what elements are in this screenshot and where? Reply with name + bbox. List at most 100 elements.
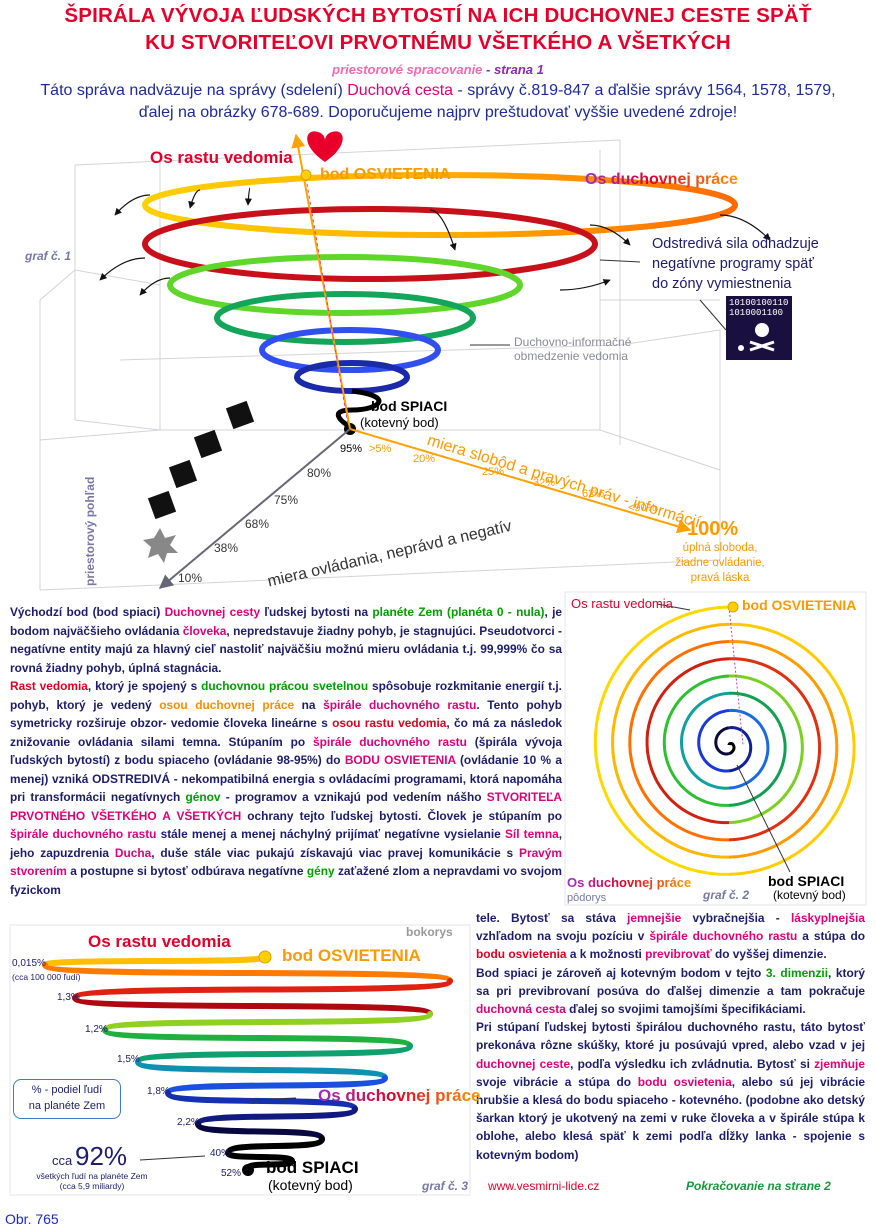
text-run: na [294,697,324,712]
text-run: vybračnejšia - [681,911,791,925]
legend-box: % - podiel ľudí na planéte Zem [13,1079,121,1119]
helix-segment [165,1075,388,1096]
axis-label: Os rastu vedomia [150,148,293,167]
text-run: , je bodom najväčšieho ovládania [10,605,562,638]
view-label: bokorys [406,925,453,939]
text-run: . Tento pohyb symetricky rozširuje obzor… [10,697,563,731]
program-icon [193,429,223,459]
spiral-ring [259,327,441,373]
spiral-turn [679,691,730,790]
note-line: negatívne programy späť [652,256,814,272]
starburst [143,528,178,563]
binary: 10100100110 1010001100 [729,298,788,318]
pointer-line [249,1097,297,1101]
text-run: duchovnej ceste [476,1056,571,1071]
helix-segment [42,962,453,984]
text-run: Pravým stvorením [10,845,562,879]
share-label: 2,2% [177,1117,200,1128]
enlightenment-point [258,950,272,964]
share-note: (cca 100 000 ľudí) [12,972,81,982]
spiral-turn [645,657,730,825]
text-run: osou rastu vedomia [332,716,447,730]
spiral-turn [727,742,736,756]
legend-line: % - podiel ľudí [31,1084,103,1096]
axis-label: Os rastu vedomia [571,596,673,611]
text-run: , ktorý sa pri previbrovaní posúva do ďa… [476,965,865,998]
tick-label: 80% [307,466,332,480]
force-arrow [99,257,146,281]
helix-segment [102,1011,433,1033]
text-run: tele. Bytosť sa stáva [476,911,628,925]
enlightenment-point [300,169,312,181]
point-label: bod OSVIETENIA [320,166,451,183]
box-edge [39,269,76,301]
text-run: duchovná cesta [476,1002,566,1017]
url: www.vesmirni-lide.cz [488,1179,600,1193]
pointer-line [139,1155,206,1161]
tick-label: 68% [245,517,270,531]
frame [564,591,867,906]
force-arrow [114,194,151,216]
text-run: - správy č.819-847 a ďalšie správy 1564,… [453,82,836,99]
axis [158,428,351,589]
tick-label: 25% [482,466,505,478]
center-line [728,606,744,746]
subtitle-page: - strana 1 [486,62,544,77]
total-label: 92% [75,1141,128,1171]
approx-label: cca [52,1153,73,1168]
helix-segment [135,1059,388,1081]
helix-segment [42,954,268,968]
axis-label: Os rastu vedomia [88,932,231,951]
paragraph: Pri stúpaní ľudskej bytosti špirálou duc… [476,1018,865,1164]
text-run: zaťažené zlom a nepravdami vo svojom fyz… [10,864,562,897]
spiral-turn [728,640,839,859]
tick-label: >5% [369,443,392,455]
share-label: 52% [221,1168,242,1179]
text-run: Táto správa nadväzuje na správy (sdelení… [40,82,348,99]
tick-label: 20% [413,453,436,465]
text-run: bodu osvietenia [637,1074,732,1089]
crossbones [749,340,775,352]
body-left: Východzí bod (bod spiaci) Duchovnej cest… [10,603,562,899]
helix-segment [102,1027,413,1049]
paragraph: Východzí bod (bod spiaci) Duchovnej cest… [10,603,562,677]
spiral-ring [142,206,598,282]
spiral-turn [714,726,730,756]
text-run: do vyššej dimenzie. [711,947,827,962]
share-label: 1,3% [57,992,80,1003]
sleeping-point [242,1164,254,1176]
point-label: bod OSVIETENIA [742,597,857,613]
text-run: bodu osvietenia [476,947,567,962]
text-run: Duchovnej cesty [164,605,261,619]
note: úplná sloboda, žiadne ovládanie, pravá l… [660,541,780,586]
text-run: , čo má za následok znižovanie ovládania… [10,716,562,749]
spiral-turn [611,622,730,859]
paragraph: tele. Bytosť sa stáva jemnejšie vybračne… [476,909,865,964]
force-arrow [188,189,201,209]
force-arrow [559,279,611,291]
note-line: obmedzenie vedomia [514,348,629,363]
text-run: ľudskej bytosti na [260,605,373,619]
tick-label: 32% [533,477,556,489]
share-label: 40% [210,1148,231,1159]
graph-label: graf č. 2 [703,888,750,902]
note-line: úplná sloboda, [682,542,758,554]
total-note: všetkých ľudí na planéte Zem (cca 5,9 mi… [22,1171,162,1191]
force-arrow [589,224,631,246]
text-run: Ducha [114,845,152,860]
text-run: láskyplnejšia [790,911,865,925]
text-run: , nepredstavuje žiadny pohyb, je stagnuj… [10,623,562,675]
helix-segment [225,1136,325,1156]
axis-label: Os duchovnej práce [585,171,738,188]
box-edge [159,559,721,586]
text-run: Duchová cesta [347,82,454,99]
text-run: človeka [182,623,227,638]
axis [349,428,692,534]
spiral-turn [728,708,770,790]
share-label: 0,015% [12,958,46,969]
body-right: tele. Bytosť sa stáva jemnejšie vybračne… [476,909,865,1164]
text-run: ďalej na obrázky 678-689. Doporučujeme n… [138,104,738,121]
text-run: , podľa výsledku ich zvládnutia. Bytosť … [570,1056,815,1071]
tick-label: 10% [178,571,203,585]
text-run: 3. dimenzii [765,965,828,980]
